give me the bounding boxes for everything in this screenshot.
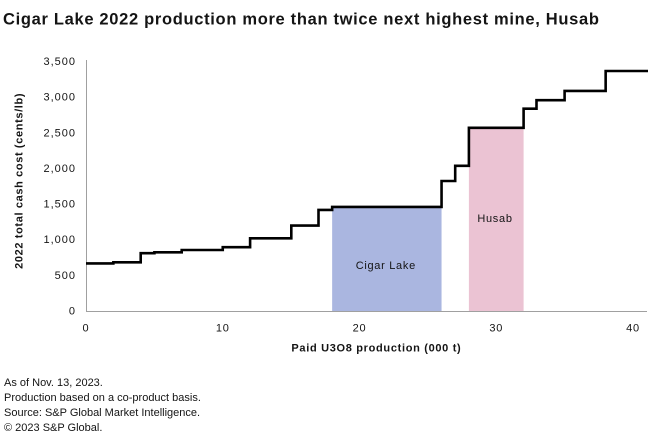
svg-text:1,500: 1,500 — [43, 199, 76, 211]
svg-text:2,500: 2,500 — [43, 127, 76, 139]
svg-text:3,500: 3,500 — [43, 56, 76, 68]
svg-text:2022 total cash cost (cents/lb: 2022 total cash cost (cents/lb) — [13, 93, 25, 269]
svg-text:0: 0 — [83, 322, 90, 334]
svg-text:10: 10 — [216, 322, 230, 334]
svg-text:Husab: Husab — [477, 213, 512, 225]
svg-text:Source: S&P Global Market Inte: Source: S&P Global Market Intelligence. — [4, 407, 200, 419]
svg-text:Cigar Lake 2022 production mor: Cigar Lake 2022 production more than twi… — [3, 11, 600, 29]
svg-text:0: 0 — [69, 306, 76, 318]
svg-text:1,000: 1,000 — [43, 234, 76, 246]
svg-text:Paid U3O8 production (000 t): Paid U3O8 production (000 t) — [291, 343, 461, 355]
svg-text:500: 500 — [55, 270, 76, 282]
svg-text:As of Nov. 13, 2023.: As of Nov. 13, 2023. — [4, 377, 103, 389]
svg-text:Production based on a co-produ: Production based on a co-product basis. — [4, 392, 201, 404]
svg-text:20: 20 — [353, 322, 367, 334]
svg-text:30: 30 — [489, 322, 503, 334]
svg-text:2,000: 2,000 — [43, 163, 76, 175]
svg-text:Cigar Lake: Cigar Lake — [356, 260, 416, 272]
svg-text:© 2023 S&P Global.: © 2023 S&P Global. — [4, 422, 102, 434]
svg-text:40: 40 — [626, 322, 640, 334]
svg-text:3,000: 3,000 — [43, 92, 76, 104]
